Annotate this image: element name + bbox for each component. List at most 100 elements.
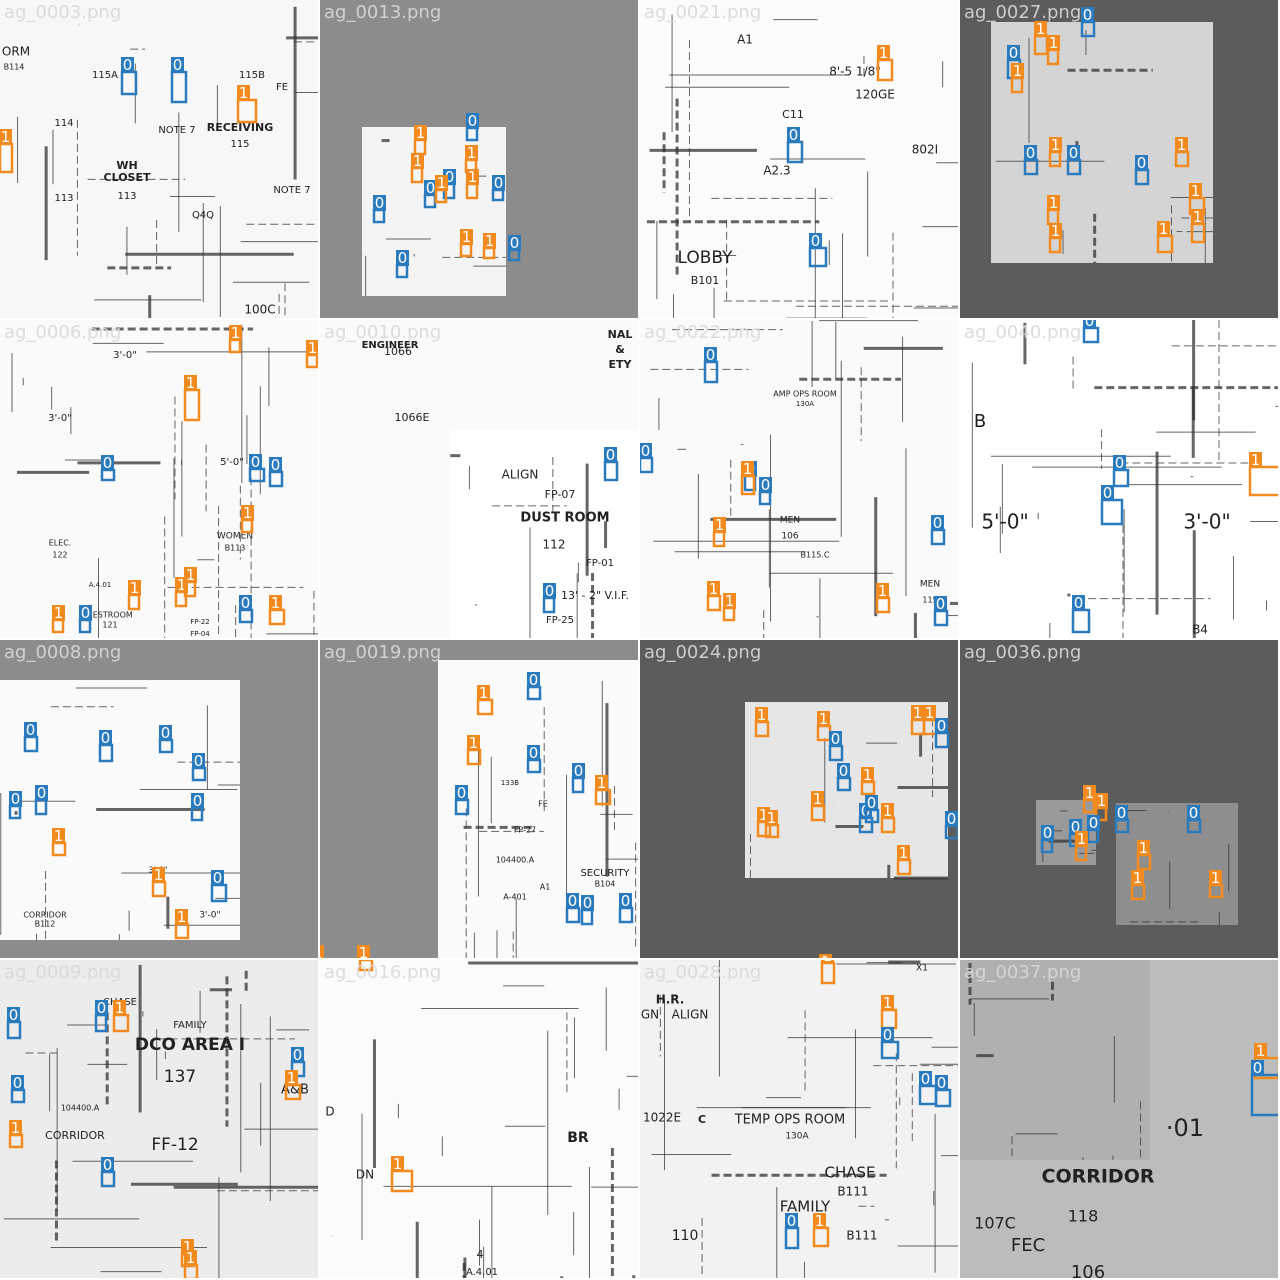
class-tag [1083,785,1096,801]
class-tag [1047,35,1060,51]
plan-label: A1 [540,883,551,892]
class-label: 0 [173,56,183,74]
class-label: 0 [641,442,651,460]
plan-label: MEN [780,516,800,526]
tile-filename: ag_0010.png [324,322,441,343]
plan-label: CHASE [824,1164,875,1182]
class-label: 1 [743,460,753,478]
class-tag [945,811,958,827]
class-tag [414,125,427,141]
plan-label: 112 [543,538,566,552]
class-tag [1067,145,1080,161]
class-tag [821,960,834,964]
tile-background [640,960,958,1278]
class-label: 0 [1137,154,1147,172]
class-tag [1187,805,1200,821]
class-label: 1 [183,1238,193,1256]
plan-label: X1 [916,964,928,974]
class-tag [9,1120,22,1136]
class-tag [811,791,824,807]
tile-filename: ag_0024.png [644,642,761,663]
class-tag [211,870,224,886]
tile-content: CORRIDOR 118 107C FEC 106 ·01 10 ag_0037.png [960,960,1278,1278]
class-label: 1 [767,809,777,827]
plan-label: FP-25 [546,615,574,626]
class-tag [184,567,197,583]
tile-content: 11011001110100111ag_0024.png [640,640,958,971]
tile-filename: ag_0006.png [4,322,121,343]
class-label: 1 [1133,869,1143,887]
class-label: 1 [715,516,725,534]
plan-label: A1 [737,33,753,47]
class-label: 0 [789,126,799,144]
class-tag [9,791,22,807]
class-tag [52,605,65,621]
class-tag [619,893,632,909]
plan-label: 1066E [395,411,430,424]
class-tag [175,909,188,925]
plan-label: 113 [54,193,73,204]
class-label: 1 [1251,451,1261,469]
class-label: 1 [1051,136,1061,154]
class-label: 0 [1089,814,1099,832]
class-label: 1 [177,908,187,926]
class-tag [411,153,424,169]
tile-background [960,320,1278,638]
class-label: 0 [787,1212,797,1230]
plan-label: B112 [35,920,56,929]
class-label: 1 [393,1155,403,1173]
class-tag [1095,793,1108,809]
class-tag [741,461,754,477]
plan-label: 115A [92,70,118,81]
class-tag [1137,840,1150,856]
tile-filename: ag_0016.png [324,962,441,983]
class-label: 1 [186,374,196,392]
tile: H.R.GN ALIGN TEMP OPS ROOM 130A C 1022E CHASE B… [640,960,958,1278]
class-tag [306,340,318,356]
class-label: 1 [437,174,447,192]
class-tag [460,229,473,245]
plan-label: 1066 [384,345,412,358]
class-tag [829,731,842,747]
class-label: 1 [1159,220,1169,238]
class-tag [11,1075,24,1091]
class-label: 1 [1097,792,1107,810]
class-tag [237,85,250,101]
class-tag [604,447,617,463]
class-label: 1 [725,592,735,610]
tile-filename: ag_0028.png [644,962,761,983]
class-label: 1 [709,580,719,598]
class-label: 0 [947,810,957,828]
class-tag [527,672,540,688]
plan-label: AMP OPS ROOM [773,390,837,399]
class-label: 1 [821,953,831,971]
class-tag [1249,452,1262,468]
class-label: 0 [193,792,203,810]
class-label: 1 [1193,208,1203,226]
class-label: 1 [1211,869,1221,887]
class-tag [435,175,448,191]
class-label: 0 [241,594,251,612]
plan-label: CORRIDOR [1042,1166,1155,1188]
plan-label: D [325,1105,334,1119]
class-tag [765,810,778,826]
class-label: 1 [815,1212,825,1230]
plan-label: FEC [1011,1235,1045,1256]
plan-label: 137 [164,1067,196,1087]
class-tag [543,583,556,599]
plan-label: 1022E [643,1111,681,1125]
class-tag [184,1250,197,1266]
plan-label: RESTROOM [87,611,133,620]
class-label: 0 [1189,804,1199,822]
class-label: 0 [11,790,21,808]
class-label: 1 [899,844,909,862]
class-label: 0 [1117,804,1127,822]
class-tag [759,477,772,493]
drawing-inset [1116,803,1238,925]
class-tag [99,730,112,746]
class-label: 0 [574,762,584,780]
plan-label: 802I [912,143,938,157]
